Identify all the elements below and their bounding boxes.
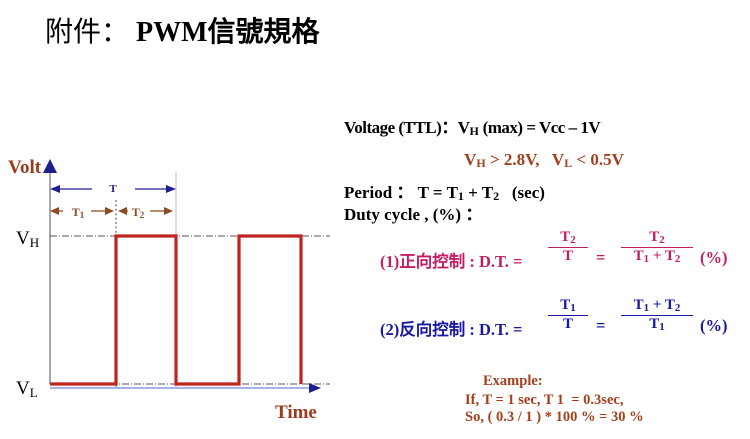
svg-text:Volt: Volt	[8, 157, 42, 178]
svg-text:VH: VH	[16, 228, 39, 250]
svg-text:T2: T2	[132, 205, 145, 220]
svg-text:VL: VL	[16, 378, 38, 400]
svg-text:T1: T1	[72, 205, 85, 220]
svg-text:Time: Time	[275, 402, 317, 423]
svg-text:T: T	[109, 183, 117, 195]
